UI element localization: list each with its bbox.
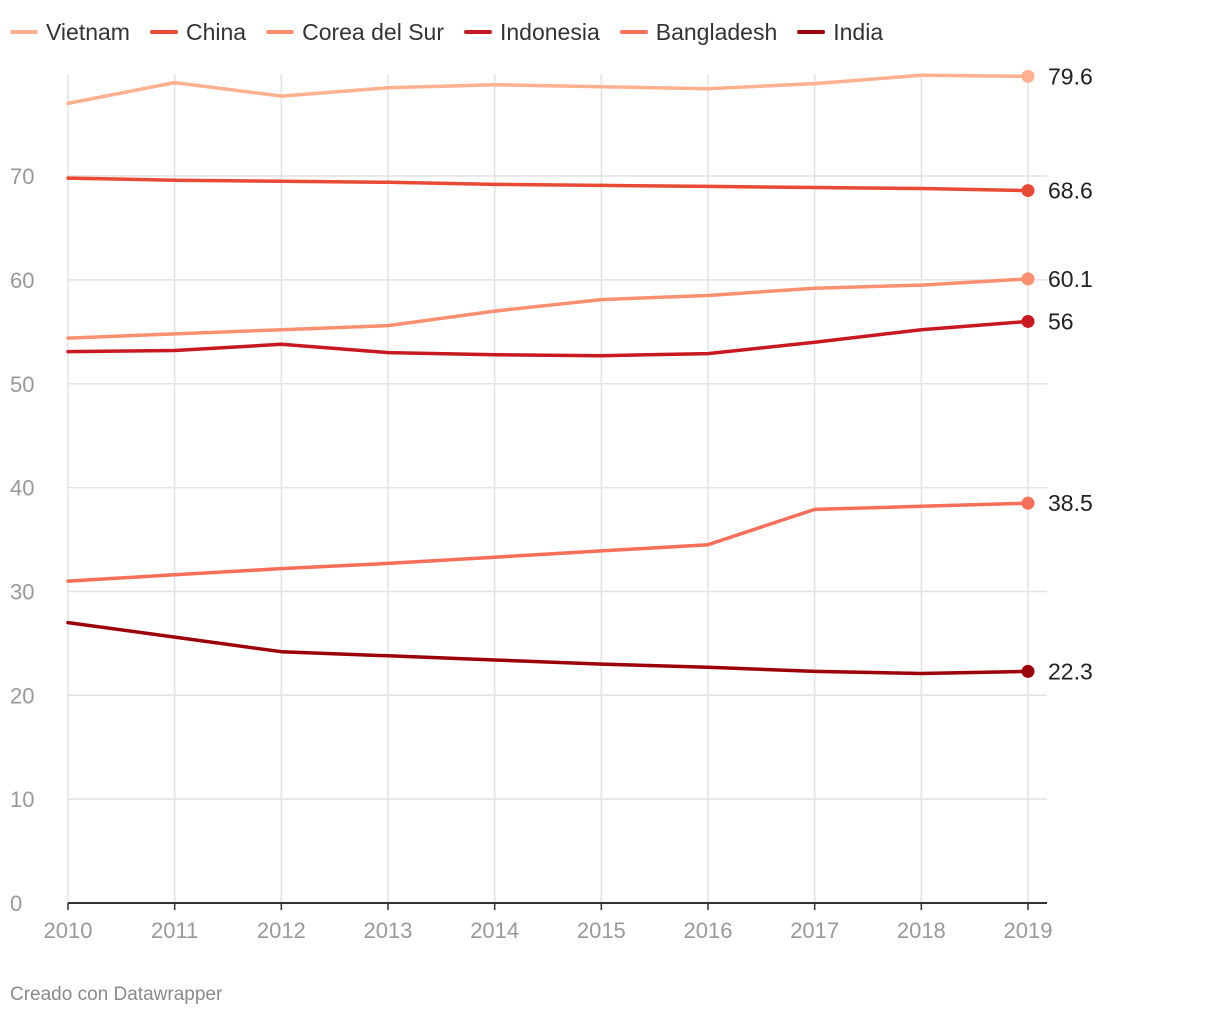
y-tick-label: 20: [10, 683, 34, 708]
series-end-point: [1021, 69, 1035, 83]
x-tick-label: 2012: [257, 918, 306, 943]
y-tick-label: 70: [10, 164, 34, 189]
legend-swatch: [266, 30, 295, 34]
legend-swatch: [464, 30, 492, 34]
x-tick-label: 2010: [44, 918, 93, 943]
series-end-point: [1021, 184, 1035, 198]
series-end-label: 79.6: [1048, 63, 1093, 89]
series-end-label: 60.1: [1048, 266, 1093, 292]
series-end-point: [1021, 272, 1035, 286]
x-tick-label: 2011: [151, 918, 198, 943]
legend-label: Vietnam: [46, 18, 130, 45]
legend-label: Corea del Sur: [302, 18, 444, 45]
series-line-1: [66, 176, 1030, 193]
series-end-label: 38.5: [1048, 490, 1093, 516]
series-line-0: [66, 73, 1030, 106]
y-tick-label: 40: [10, 476, 34, 501]
legend-item: Corea del Sur: [266, 19, 444, 46]
legend-label: China: [185, 18, 247, 45]
chart-legend: Vietnam China Corea del Sur Indonesia Bangla…: [10, 14, 903, 50]
legend-label: Bangladesh: [655, 18, 778, 45]
y-tick-label: 60: [10, 268, 34, 293]
series-end-label: 22.3: [1048, 658, 1093, 684]
y-tick-label: 0: [10, 891, 22, 916]
legend-item: China: [149, 18, 247, 46]
series-line-3: [66, 319, 1030, 358]
series-end-point: [1021, 314, 1035, 328]
x-tick-label: 2013: [364, 918, 413, 943]
x-tick-label: 2016: [684, 918, 733, 943]
legend-swatch: [149, 30, 178, 34]
legend-label: India: [833, 18, 884, 45]
x-tick-label: 2017: [790, 918, 839, 943]
footer-credit: Creado con Datawrapper: [10, 984, 223, 1005]
y-tick-label: 30: [10, 579, 34, 604]
x-tick-label: 2014: [470, 918, 519, 943]
legend-item: Indonesia: [464, 19, 600, 46]
legend-swatch: [797, 30, 826, 34]
legend-swatch: [10, 30, 38, 34]
x-tick-label: 2019: [1004, 918, 1053, 943]
line-chart: 0 10 20 30 40 50 60 70 2010 2011 2012 2013 2014 2015 2…: [10, 63, 1093, 943]
y-tick-label: 10: [10, 787, 34, 812]
y-tick-label: 50: [10, 372, 34, 397]
legend-label: Indonesia: [500, 18, 600, 45]
series-end-point: [1021, 664, 1035, 678]
series-line-5: [66, 620, 1030, 676]
series-end-point: [1021, 496, 1035, 510]
legend-swatch: [619, 30, 648, 34]
series-line-4: [66, 501, 1030, 583]
x-tick-label: 2018: [897, 918, 946, 943]
series-end-label: 68.6: [1048, 178, 1093, 204]
legend-item: Vietnam: [10, 19, 130, 46]
series-end-label: 56: [1048, 308, 1074, 334]
legend-item: Bangladesh: [619, 18, 778, 46]
legend-item: India: [797, 19, 883, 46]
series-line-2: [66, 277, 1030, 340]
x-tick-label: 2015: [577, 918, 626, 943]
